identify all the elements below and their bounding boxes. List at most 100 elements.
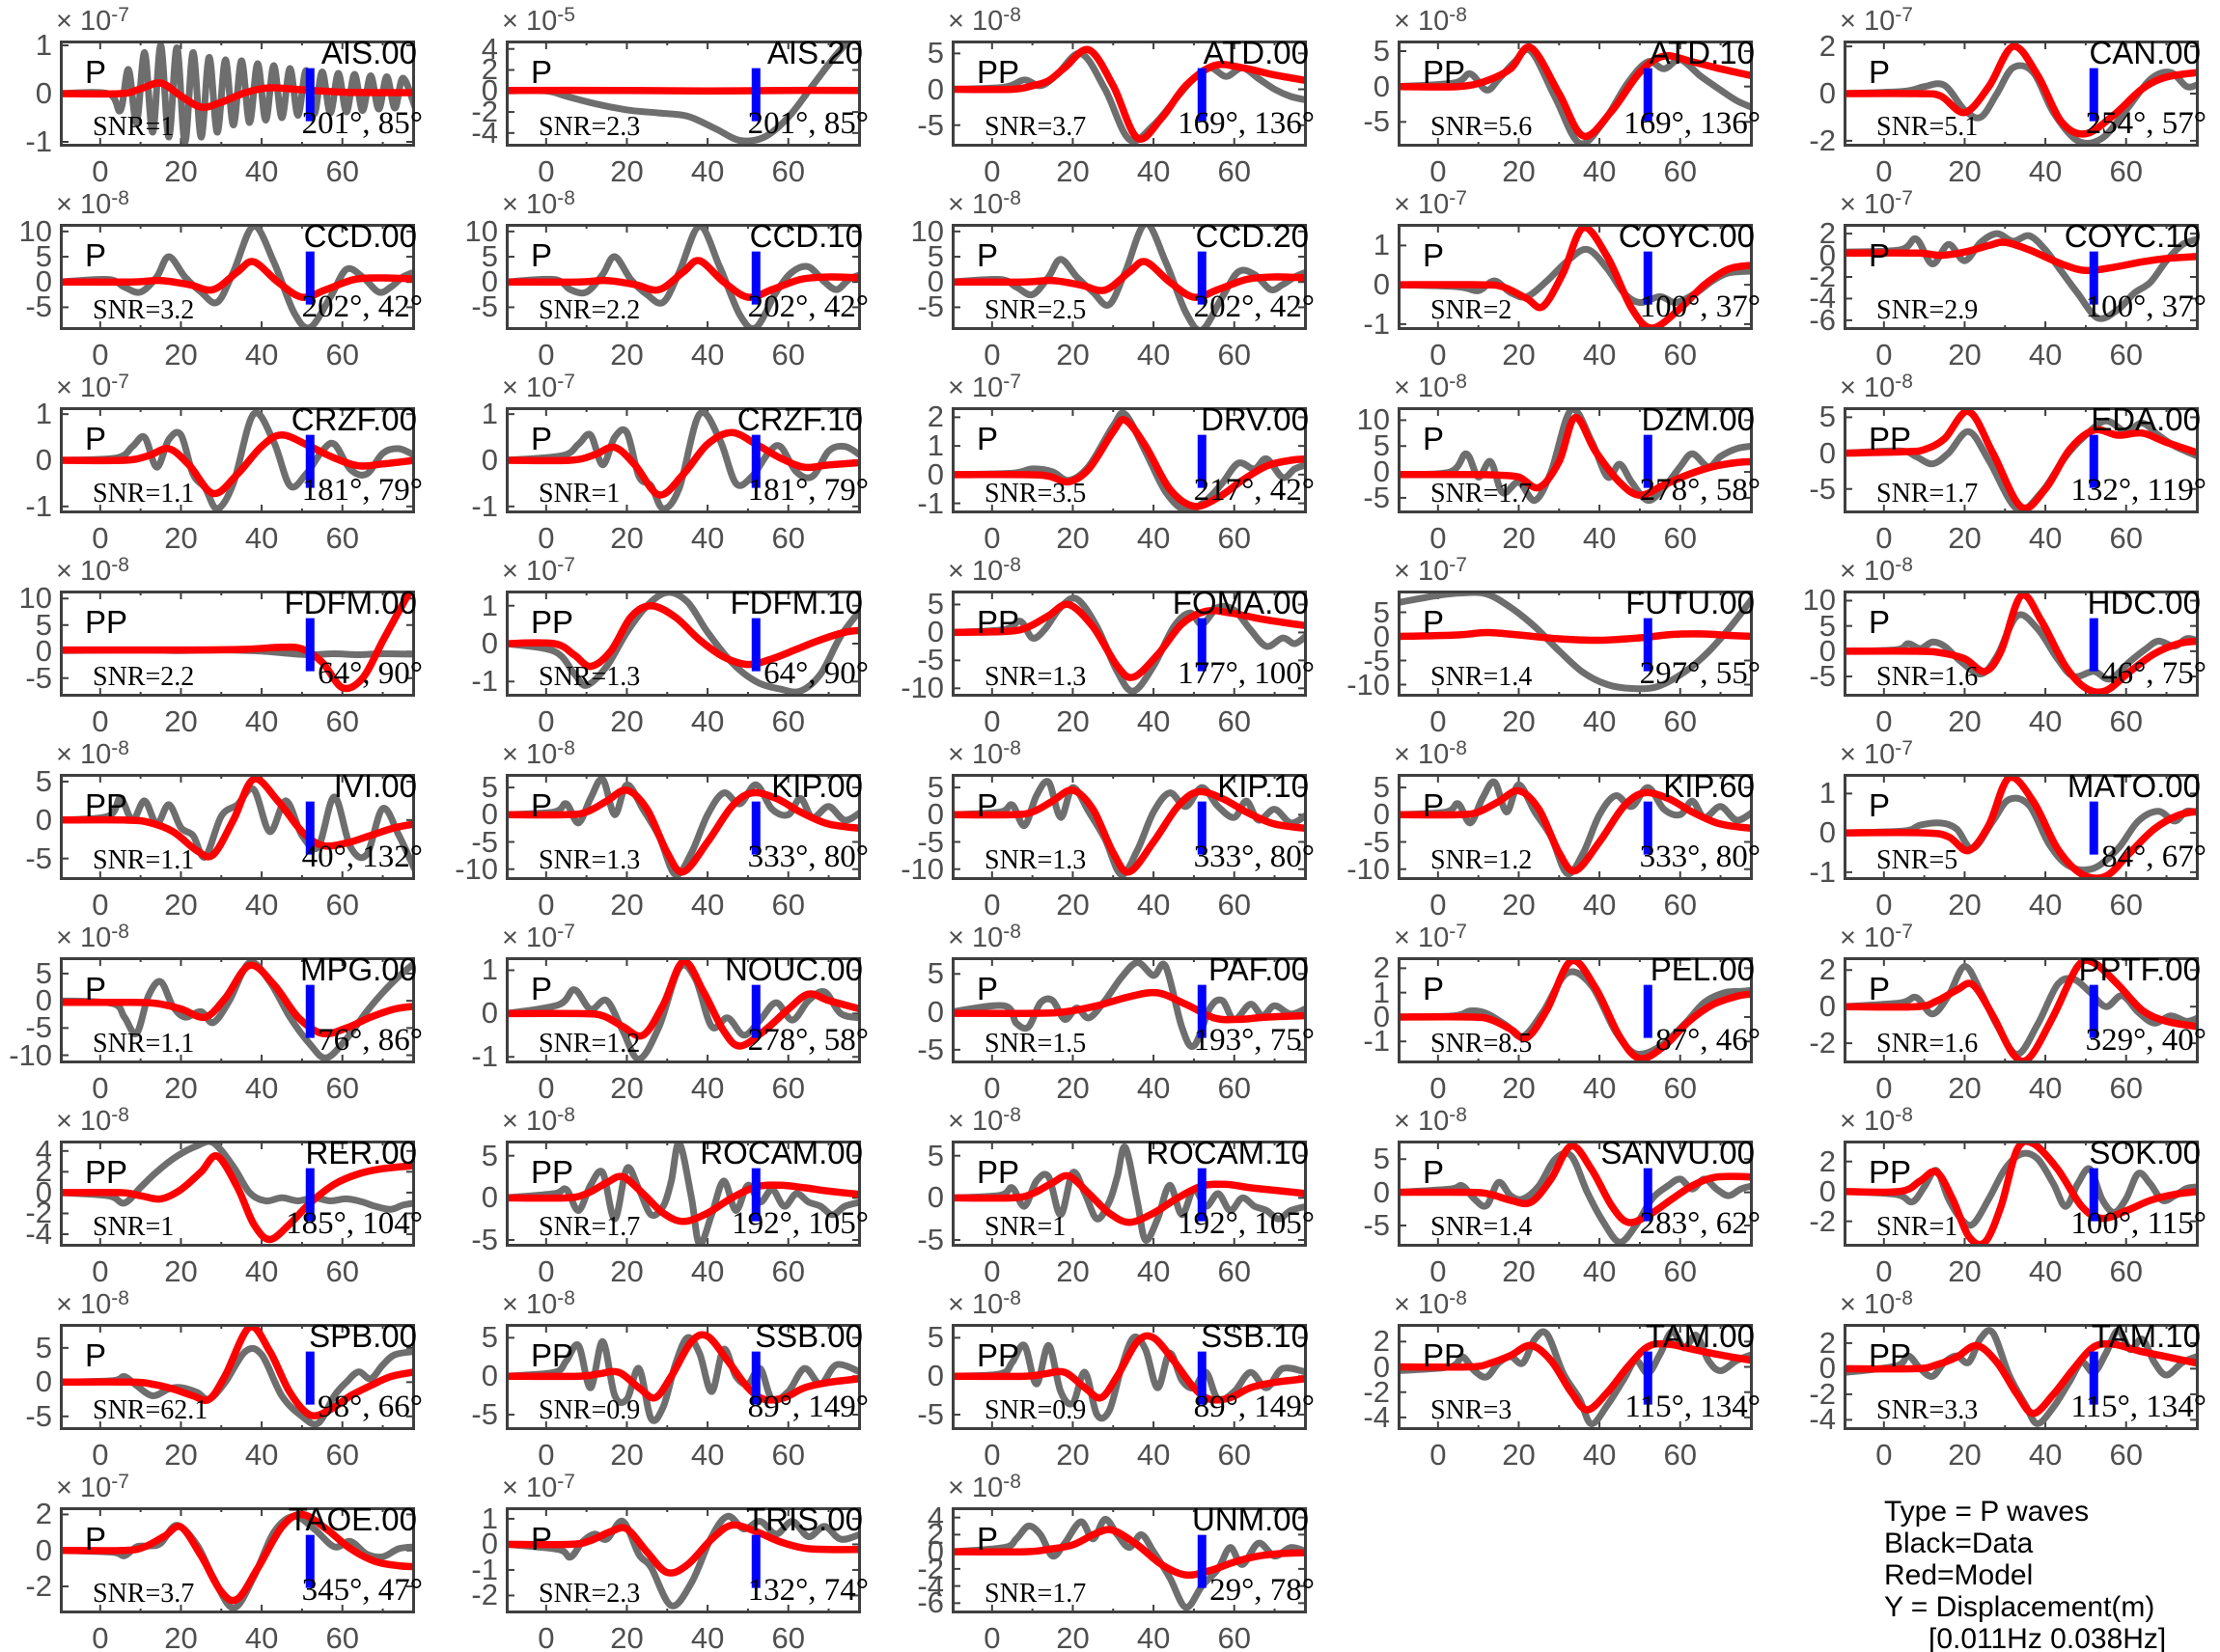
y-tick-label: 0 bbox=[927, 615, 944, 649]
phase-label: P bbox=[1423, 604, 1445, 640]
snr-label: SNR=3.5 bbox=[985, 479, 1087, 509]
exponent-value: -8 bbox=[1895, 371, 1913, 393]
baz-takeoff-label: 201°, 85° bbox=[747, 106, 869, 141]
snr-label: SNR=1.6 bbox=[1876, 662, 1979, 692]
y-tick-label: -6 bbox=[917, 1585, 944, 1620]
x-tick-label: 0 bbox=[92, 154, 109, 188]
baz-takeoff-label: 89°, 149° bbox=[1193, 1390, 1315, 1424]
y-tick-label: 0 bbox=[35, 802, 52, 837]
y-tick-label: 0 bbox=[927, 797, 944, 832]
x-tick-label: 20 bbox=[1502, 154, 1536, 188]
x-tick-label: 60 bbox=[325, 888, 359, 922]
y-tick-label: 0 bbox=[35, 634, 52, 669]
snr-label: SNR=0.9 bbox=[539, 1395, 641, 1425]
exponent-label: × 10-8 bbox=[948, 1287, 1021, 1320]
exponent-label: × 10-7 bbox=[948, 371, 1021, 403]
y-tick-label: -1 bbox=[471, 488, 498, 523]
x-tick-label: 20 bbox=[1502, 1254, 1536, 1288]
y-tick-label: 0 bbox=[927, 994, 944, 1029]
exponent-value: -8 bbox=[1003, 1471, 1021, 1493]
y-tick-label: 5 bbox=[927, 770, 944, 805]
subplot-ccd.10: × 10-8 10 5 0 -5 0 20 40 60 P CCD.10 SNR=2.2 202°, 4… bbox=[446, 183, 890, 372]
y-tick-label: 0 bbox=[927, 1180, 944, 1215]
x-tick-label: 20 bbox=[164, 521, 198, 555]
y-tick-label: -4 bbox=[471, 115, 498, 150]
station-label: ROCAM.00 bbox=[700, 1135, 863, 1170]
station-label: ATD.10 bbox=[1649, 35, 1755, 70]
x-tick-label: 20 bbox=[1948, 1071, 1982, 1105]
phase-label: P bbox=[1423, 237, 1445, 273]
x-tick-label: 20 bbox=[164, 154, 198, 188]
x-tick-label: 60 bbox=[771, 1621, 805, 1652]
subplot-dzm.00: × 10-8 10 5 0 -5 0 20 40 60 P DZM.00 SNR=1.7 278°, 5… bbox=[1338, 367, 1782, 555]
phase-label: P bbox=[977, 787, 999, 823]
y-tick-label: -1 bbox=[917, 485, 944, 520]
y-tick-label: -1 bbox=[1363, 306, 1390, 341]
exponent-label: × 10-7 bbox=[502, 371, 575, 403]
model-trace bbox=[1844, 407, 2199, 512]
snr-label: SNR=2 bbox=[1430, 295, 1512, 325]
y-tick-label: 2 bbox=[481, 52, 498, 87]
x-tick-label: 20 bbox=[1948, 704, 1982, 738]
snr-label: SNR=1.2 bbox=[539, 1029, 641, 1059]
y-tick-label: 0 bbox=[481, 264, 498, 299]
model-trace bbox=[1398, 786, 1753, 875]
waveform-canvas bbox=[506, 774, 861, 880]
station-label: PEL.00 bbox=[1650, 951, 1755, 987]
y-tick-label: 0 bbox=[927, 264, 944, 299]
phase-label: P bbox=[531, 971, 553, 1006]
model-trace bbox=[1398, 413, 1753, 499]
model-trace bbox=[1844, 1339, 2199, 1418]
x-tick-label: 20 bbox=[1056, 1254, 1090, 1288]
phase-label: PP bbox=[977, 604, 1020, 640]
x-tick-label: 40 bbox=[2028, 1071, 2063, 1105]
y-tick-label: 10 bbox=[464, 213, 498, 248]
y-tick-label: 5 bbox=[1818, 399, 1836, 434]
y-tick-label: -10 bbox=[901, 671, 944, 705]
exponent-value: -7 bbox=[1895, 737, 1913, 759]
y-tick-label: -6 bbox=[1809, 302, 1836, 337]
phase-label: P bbox=[531, 1521, 553, 1556]
x-tick-label: 60 bbox=[325, 1438, 359, 1472]
model-trace bbox=[952, 988, 1307, 1024]
y-tick-label: 5 bbox=[35, 239, 52, 274]
exponent-value: -7 bbox=[1449, 554, 1467, 576]
x-tick-label: 40 bbox=[1582, 154, 1617, 188]
y-tick-label: -2 bbox=[1809, 1203, 1836, 1238]
snr-label: SNR=5 bbox=[1876, 845, 1958, 875]
waveform-canvas bbox=[506, 1141, 861, 1247]
x-tick-label: 40 bbox=[244, 154, 279, 188]
x-tick-label: 40 bbox=[2028, 1254, 2063, 1288]
y-tick-label: -5 bbox=[25, 840, 52, 875]
exponent-label: × 10-8 bbox=[1840, 1104, 1913, 1137]
baz-takeoff-label: 217°, 42° bbox=[1193, 473, 1315, 508]
model-trace bbox=[1398, 1339, 1753, 1414]
station-label: KIP.00 bbox=[771, 768, 863, 804]
x-tick-label: 20 bbox=[164, 704, 198, 738]
x-tick-label: 20 bbox=[1502, 704, 1536, 738]
station-label: PAF.00 bbox=[1208, 951, 1309, 987]
data-trace bbox=[952, 594, 1307, 695]
x-tick-label: 40 bbox=[2028, 338, 2063, 372]
x-tick-label: 40 bbox=[244, 704, 279, 738]
y-tick-label: 5 bbox=[1818, 608, 1836, 643]
x-tick-label: 20 bbox=[610, 521, 644, 555]
y-tick-label: 0 bbox=[35, 1174, 52, 1209]
station-label: SPB.00 bbox=[309, 1318, 417, 1354]
phase-label: PP bbox=[1869, 1337, 1912, 1373]
y-tick-label: 1 bbox=[1373, 228, 1390, 262]
x-tick-label: 0 bbox=[984, 521, 1001, 555]
exponent-label: × 10-8 bbox=[948, 554, 1021, 587]
x-tick-label: 0 bbox=[1875, 1254, 1893, 1288]
x-tick-label: 0 bbox=[1429, 338, 1447, 372]
x-tick-label: 20 bbox=[164, 1071, 198, 1105]
phase-label: P bbox=[85, 54, 107, 90]
y-tick-label: -10 bbox=[1346, 667, 1390, 702]
model-trace bbox=[60, 258, 415, 301]
model-trace bbox=[506, 257, 861, 301]
x-tick-label: 0 bbox=[92, 521, 109, 555]
station-label: COYC.00 bbox=[1618, 218, 1755, 254]
x-tick-label: 60 bbox=[1663, 1071, 1697, 1105]
baz-takeoff-label: 132°, 74° bbox=[747, 1573, 869, 1608]
phase-label: P bbox=[1869, 237, 1891, 273]
